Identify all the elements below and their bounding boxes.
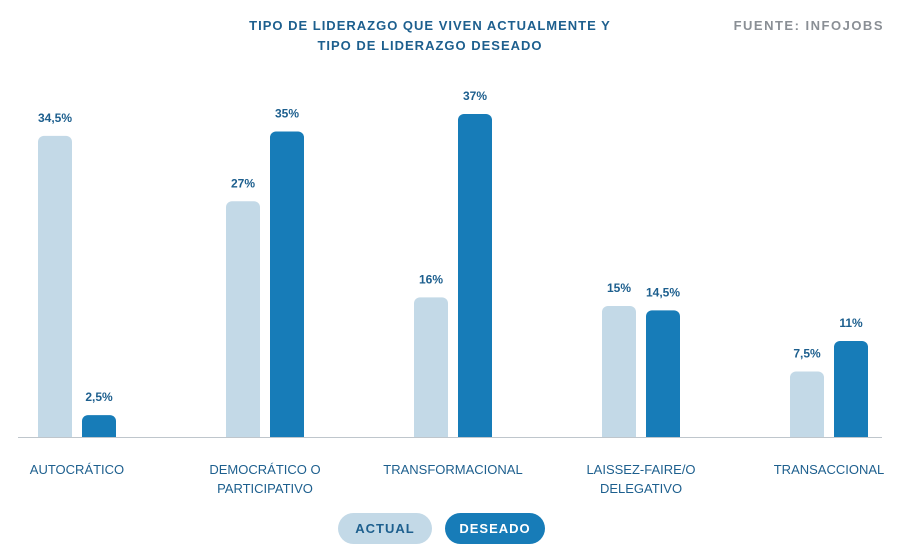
category-label-1-line2: PARTICIPATIVO: [217, 481, 313, 496]
bar-actual-3: [602, 306, 636, 443]
bar-desired-2: [458, 114, 492, 443]
legend-desired[interactable]: DESEADO: [445, 513, 545, 544]
bar-actual-4: [790, 371, 824, 443]
category-label-1: DEMOCRÁTICO O: [209, 462, 320, 477]
category-label-2: TRANSFORMACIONAL: [383, 462, 522, 477]
data-label-actual-3: 15%: [607, 281, 631, 295]
chart-title-line-1: TIPO DE LIDERAZGO QUE VIVEN ACTUALMENTE …: [249, 18, 611, 33]
bar-chart: 34,5% 2,5% AUTOCRÁTICO 27% 35% DEMOCRÁTICO O P…: [0, 89, 900, 496]
bar-desired-0: [82, 415, 116, 443]
data-label-actual-4: 7,5%: [793, 347, 821, 361]
bar-desired-1: [270, 131, 304, 443]
bar-desired-4: [834, 340, 868, 443]
bar-actual-1: [226, 201, 260, 443]
data-label-actual-2: 16%: [419, 272, 443, 286]
source-label: FUENTE: INFOJOBS: [733, 18, 884, 33]
data-label-desired-2: 37%: [463, 89, 487, 103]
data-label-desired-4: 11%: [839, 316, 863, 330]
bar-desired-3: [646, 310, 680, 443]
data-label-desired-1: 35%: [275, 106, 299, 120]
data-label-actual-0: 34,5%: [38, 111, 72, 125]
chart-title-line-2: TIPO DE LIDERAZGO DESEADO: [317, 38, 543, 53]
data-label-actual-1: 27%: [231, 176, 255, 190]
data-label-desired-0: 2,5%: [85, 390, 113, 404]
category-label-0: AUTOCRÁTICO: [30, 462, 124, 477]
category-label-4: TRANSACCIONAL: [774, 462, 885, 477]
bar-actual-2: [414, 297, 448, 443]
category-label-3: LAISSEZ-FAIRE/O: [586, 462, 695, 477]
baseline-mask: [0, 437, 900, 449]
legend-actual[interactable]: ACTUAL: [338, 513, 432, 544]
data-label-desired-3: 14,5%: [646, 285, 680, 299]
category-label-3-line2: DELEGATIVO: [600, 481, 682, 496]
bar-actual-0: [38, 135, 72, 443]
chart-title: TIPO DE LIDERAZGO QUE VIVEN ACTUALMENTE …: [190, 16, 670, 56]
